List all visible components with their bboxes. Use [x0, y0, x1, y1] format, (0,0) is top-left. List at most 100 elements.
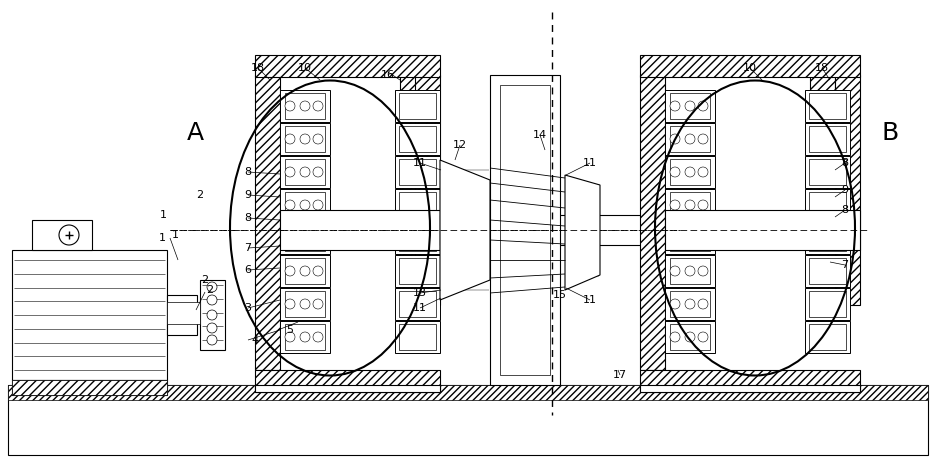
Bar: [285, 126, 325, 152]
Bar: [665, 156, 715, 188]
Bar: [395, 288, 440, 320]
Circle shape: [300, 200, 310, 210]
Bar: [665, 255, 715, 287]
Circle shape: [685, 299, 695, 309]
Circle shape: [285, 266, 295, 276]
Bar: [670, 93, 710, 119]
Bar: [670, 324, 710, 350]
Circle shape: [670, 332, 680, 342]
Bar: [805, 288, 850, 320]
Circle shape: [207, 323, 217, 333]
Circle shape: [313, 200, 323, 210]
Text: 15: 15: [553, 290, 567, 300]
Bar: [809, 324, 846, 350]
Circle shape: [313, 134, 323, 144]
Circle shape: [670, 299, 680, 309]
Circle shape: [670, 101, 680, 111]
Text: 13: 13: [413, 288, 427, 298]
Text: 10: 10: [743, 63, 757, 73]
Text: 11: 11: [583, 295, 597, 305]
Circle shape: [300, 332, 310, 342]
Text: 11: 11: [583, 158, 597, 168]
Bar: [395, 90, 440, 122]
Circle shape: [59, 225, 79, 245]
Circle shape: [313, 299, 323, 309]
Text: 14: 14: [533, 130, 547, 140]
Bar: [415, 75, 440, 305]
Bar: [490, 75, 560, 385]
Circle shape: [313, 101, 323, 111]
Bar: [399, 225, 436, 251]
Circle shape: [698, 200, 708, 210]
Bar: [665, 123, 715, 155]
Text: 10: 10: [298, 63, 312, 73]
Circle shape: [698, 299, 708, 309]
Bar: [640, 55, 860, 77]
Circle shape: [685, 332, 695, 342]
Bar: [805, 156, 850, 188]
Bar: [399, 93, 436, 119]
Circle shape: [207, 310, 217, 320]
Bar: [399, 126, 436, 152]
Bar: [167, 295, 197, 335]
Bar: [805, 189, 850, 221]
Text: 12: 12: [453, 140, 468, 150]
Bar: [670, 291, 710, 317]
Bar: [809, 126, 846, 152]
Bar: [809, 93, 846, 119]
Bar: [285, 258, 325, 284]
Bar: [285, 225, 325, 251]
Circle shape: [313, 167, 323, 177]
Bar: [665, 321, 715, 353]
Circle shape: [670, 233, 680, 243]
Bar: [255, 55, 440, 77]
Text: 16: 16: [381, 70, 395, 80]
Bar: [809, 192, 846, 218]
Bar: [399, 192, 436, 218]
Text: 5: 5: [286, 325, 294, 335]
Text: 7: 7: [842, 260, 849, 270]
Text: 2: 2: [207, 285, 213, 295]
Bar: [399, 324, 436, 350]
Circle shape: [313, 266, 323, 276]
Bar: [805, 255, 850, 287]
Bar: [670, 159, 710, 185]
Text: 1: 1: [171, 230, 179, 240]
Circle shape: [698, 134, 708, 144]
Circle shape: [685, 134, 695, 144]
Bar: [399, 291, 436, 317]
Text: 11: 11: [413, 158, 427, 168]
Circle shape: [670, 134, 680, 144]
Bar: [440, 215, 680, 245]
Text: 6: 6: [244, 265, 252, 275]
Bar: [640, 385, 860, 392]
Polygon shape: [565, 175, 600, 290]
Bar: [285, 192, 325, 218]
Circle shape: [285, 299, 295, 309]
Circle shape: [207, 295, 217, 305]
Text: B: B: [882, 121, 899, 145]
Circle shape: [285, 332, 295, 342]
Bar: [640, 370, 860, 392]
Bar: [670, 126, 710, 152]
Bar: [280, 90, 330, 122]
Circle shape: [698, 167, 708, 177]
Text: 1: 1: [160, 210, 166, 220]
Text: 11: 11: [413, 303, 427, 313]
Bar: [810, 75, 835, 310]
Circle shape: [670, 266, 680, 276]
Bar: [670, 258, 710, 284]
Circle shape: [698, 101, 708, 111]
Circle shape: [698, 266, 708, 276]
Text: 3: 3: [244, 303, 252, 313]
Bar: [395, 321, 440, 353]
Bar: [280, 222, 330, 254]
Circle shape: [285, 200, 295, 210]
Circle shape: [300, 134, 310, 144]
Bar: [500, 85, 550, 375]
Bar: [665, 210, 860, 250]
Circle shape: [685, 233, 695, 243]
Bar: [12, 250, 167, 380]
Bar: [280, 123, 330, 155]
Circle shape: [300, 299, 310, 309]
